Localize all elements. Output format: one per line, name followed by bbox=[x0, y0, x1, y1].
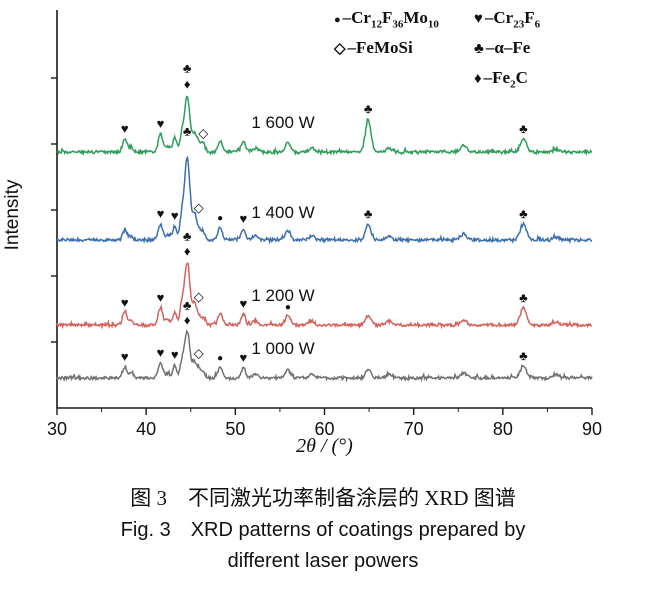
phase-marker: ♣ bbox=[364, 101, 373, 116]
phase-marker: ♦ bbox=[184, 243, 191, 258]
phase-marker: ◇ bbox=[194, 346, 204, 361]
phase-marker: ♥ bbox=[121, 121, 129, 136]
phase-marker: ♣ bbox=[183, 123, 192, 138]
xrd-trace-1200W bbox=[56, 262, 593, 330]
phase-marker: ♥ bbox=[171, 208, 179, 223]
phase-marker: ♥ bbox=[121, 295, 129, 310]
x-axis-label: 2θ / (°) bbox=[296, 435, 353, 457]
phase-marker: ♣ bbox=[519, 290, 528, 305]
x-tick-label: 90 bbox=[582, 419, 602, 439]
x-tick-label: 80 bbox=[493, 419, 513, 439]
x-tick-label: 50 bbox=[225, 419, 245, 439]
power-label: 1 400 W bbox=[251, 203, 314, 222]
phase-marker: ♣ bbox=[519, 348, 528, 363]
figure-caption: 图 3 不同激光功率制备涂层的 XRD 图谱 Fig. 3 XRD patter… bbox=[0, 482, 646, 577]
phase-marker: ♥ bbox=[121, 349, 129, 364]
power-label: 1 200 W bbox=[251, 286, 314, 305]
x-tick-label: 40 bbox=[136, 419, 156, 439]
phase-marker: ♥ bbox=[157, 206, 165, 221]
y-axis-label: Intensity bbox=[2, 179, 23, 250]
xrd-trace-1000W bbox=[56, 328, 593, 383]
phase-marker: ♥ bbox=[239, 211, 247, 226]
phase-marker: ♥ bbox=[171, 347, 179, 362]
phase-marker: ● bbox=[217, 213, 223, 224]
phase-marker: ♣ bbox=[183, 228, 192, 243]
caption-english-line1: Fig. 3 XRD patterns of coatings prepared… bbox=[120, 518, 526, 541]
phase-marker: ♥ bbox=[157, 345, 165, 360]
x-tick-label: 70 bbox=[404, 419, 424, 439]
xrd-chart: 30 40 50 60 70 80 90 2θ / (°) Intensity ♥ ♥ ♥ ♣ ♦ ◇ ● ♥ ♣… bbox=[2, 8, 602, 457]
phase-marker: ● bbox=[217, 353, 223, 364]
x-tick-label: 60 bbox=[314, 419, 334, 439]
phase-marker: ♥ bbox=[157, 290, 165, 305]
phase-marker: ♥ bbox=[239, 296, 247, 311]
xrd-trace-1400W bbox=[56, 155, 593, 245]
caption-english-line2: different laser powers bbox=[227, 549, 419, 572]
phase-marker: ♣ bbox=[183, 61, 192, 76]
phase-marker: ♣ bbox=[364, 206, 373, 221]
phase-marker: ♦ bbox=[184, 313, 191, 328]
power-label: 1 000 W bbox=[251, 339, 314, 358]
caption-chinese: 图 3 不同激光功率制备涂层的 XRD 图谱 bbox=[130, 486, 516, 510]
phase-marker: ● bbox=[285, 302, 291, 313]
phase-marker: ◇ bbox=[194, 200, 204, 215]
phase-marker: ♣ bbox=[519, 206, 528, 221]
x-tick-label: 30 bbox=[47, 419, 67, 439]
xrd-trace-1600W bbox=[56, 95, 593, 157]
power-label: 1 600 W bbox=[251, 113, 314, 132]
phase-marker: ♦ bbox=[184, 77, 191, 92]
phase-marker: ♣ bbox=[183, 298, 192, 313]
phase-marker: ◇ bbox=[194, 289, 204, 304]
phase-marker: ♣ bbox=[519, 121, 528, 136]
phase-marker: ◇ bbox=[198, 125, 208, 140]
phase-marker: ♥ bbox=[157, 116, 165, 131]
phase-marker: ♥ bbox=[239, 350, 247, 365]
